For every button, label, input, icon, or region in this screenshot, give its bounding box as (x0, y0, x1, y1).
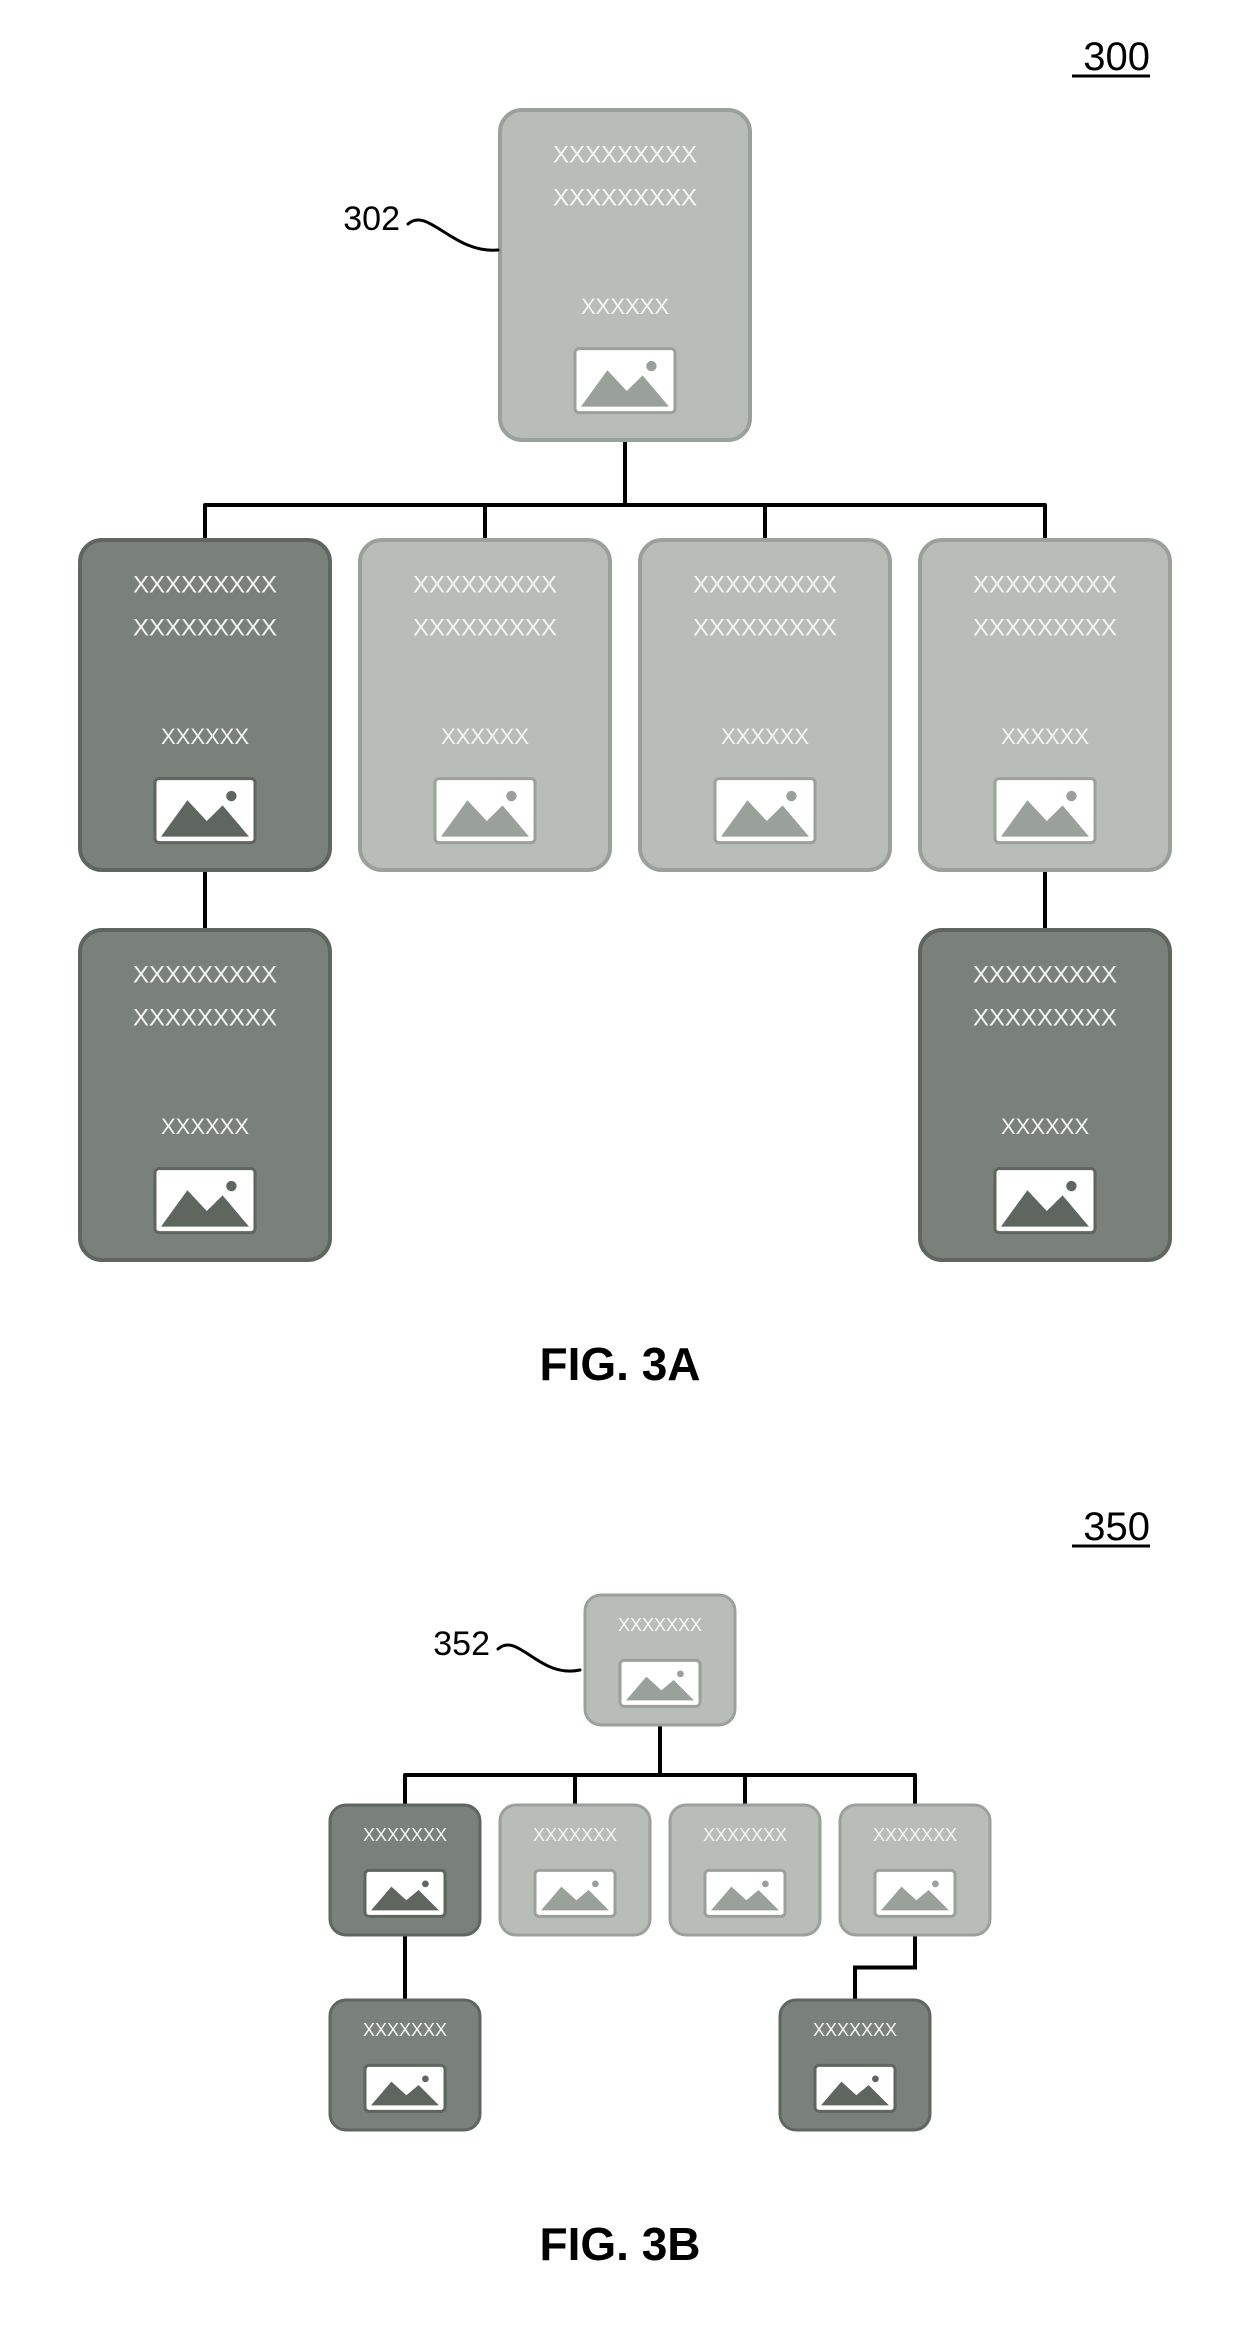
svg-text:XXXXXXXXX: XXXXXXXXX (693, 572, 837, 599)
svg-text:XXXXXXX: XXXXXXX (533, 1825, 617, 1845)
svg-text:XXXXXXXXX: XXXXXXXXX (693, 614, 837, 641)
svg-text:302: 302 (343, 200, 400, 238)
svg-text:XXXXXXXXX: XXXXXXXXX (973, 614, 1117, 641)
svg-text:XXXXXXXXX: XXXXXXXXX (553, 142, 697, 169)
svg-text:XXXXXX: XXXXXX (161, 1114, 249, 1139)
image-icon (435, 779, 535, 843)
image-icon (155, 779, 255, 843)
svg-text:350: 350 (1083, 1505, 1150, 1549)
svg-text:XXXXXXXXX: XXXXXXXXX (553, 184, 697, 211)
svg-text:XXXXXXX: XXXXXXX (618, 1615, 702, 1635)
org-card: XXXXXXXXXXXXXXXXXXXXXXXX (500, 110, 750, 440)
image-icon (705, 1870, 785, 1916)
image-icon (575, 349, 675, 413)
image-icon (365, 2065, 445, 2111)
image-icon (620, 1660, 700, 1706)
svg-text:XXXXXXXXX: XXXXXXXXX (133, 572, 277, 599)
svg-text:XXXXXX: XXXXXX (441, 724, 529, 749)
org-card-small: XXXXXXX (330, 2000, 480, 2130)
figure-root: 300XXXXXXXXXXXXXXXXXXXXXXXXXXXXXXXXXXXXX… (0, 0, 1240, 2345)
svg-text:XXXXXXX: XXXXXXX (813, 2020, 897, 2040)
caption-b: FIG. 3B (539, 2218, 700, 2270)
org-card: XXXXXXXXXXXXXXXXXXXXXXXX (920, 540, 1170, 870)
org-card: XXXXXXXXXXXXXXXXXXXXXXXX (80, 930, 330, 1260)
figure-svg: 300XXXXXXXXXXXXXXXXXXXXXXXXXXXXXXXXXXXXX… (0, 0, 1240, 2345)
svg-text:XXXXXXX: XXXXXXX (363, 2020, 447, 2040)
svg-text:XXXXXXXXX: XXXXXXXXX (133, 614, 277, 641)
svg-text:XXXXXXXXX: XXXXXXXXX (133, 1004, 277, 1031)
svg-text:XXXXXXXXX: XXXXXXXXX (973, 962, 1117, 989)
org-card: XXXXXXXXXXXXXXXXXXXXXXXX (640, 540, 890, 870)
org-card: XXXXXXXXXXXXXXXXXXXXXXXX (80, 540, 330, 870)
org-card: XXXXXXXXXXXXXXXXXXXXXXXX (920, 930, 1170, 1260)
image-icon (365, 1870, 445, 1916)
image-icon (815, 2065, 895, 2111)
svg-text:XXXXXXX: XXXXXXX (703, 1825, 787, 1845)
org-card-small: XXXXXXX (840, 1805, 990, 1935)
image-icon (715, 779, 815, 843)
svg-text:XXXXXX: XXXXXX (1001, 1114, 1089, 1139)
org-card: XXXXXXXXXXXXXXXXXXXXXXXX (360, 540, 610, 870)
svg-text:XXXXXXXXX: XXXXXXXXX (973, 572, 1117, 599)
svg-text:XXXXXX: XXXXXX (721, 724, 809, 749)
svg-text:XXXXXXXXX: XXXXXXXXX (133, 962, 277, 989)
svg-text:XXXXXXXXX: XXXXXXXXX (973, 1004, 1117, 1031)
image-icon (155, 1169, 255, 1233)
org-card-small: XXXXXXX (670, 1805, 820, 1935)
caption-a: FIG. 3A (539, 1338, 700, 1390)
svg-text:XXXXXX: XXXXXX (161, 724, 249, 749)
svg-text:XXXXXXX: XXXXXXX (873, 1825, 957, 1845)
image-icon (995, 1169, 1095, 1233)
image-icon (995, 779, 1095, 843)
svg-text:352: 352 (433, 1625, 490, 1663)
svg-text:300: 300 (1083, 35, 1150, 79)
image-icon (535, 1870, 615, 1916)
org-card-small: XXXXXXX (780, 2000, 930, 2130)
svg-text:XXXXXX: XXXXXX (1001, 724, 1089, 749)
org-card-small: XXXXXXX (330, 1805, 480, 1935)
org-card-small: XXXXXXX (585, 1595, 735, 1725)
svg-text:XXXXXX: XXXXXX (581, 294, 669, 319)
image-icon (875, 1870, 955, 1916)
svg-text:XXXXXXXXX: XXXXXXXXX (413, 572, 557, 599)
svg-text:XXXXXXX: XXXXXXX (363, 1825, 447, 1845)
svg-text:XXXXXXXXX: XXXXXXXXX (413, 614, 557, 641)
org-card-small: XXXXXXX (500, 1805, 650, 1935)
